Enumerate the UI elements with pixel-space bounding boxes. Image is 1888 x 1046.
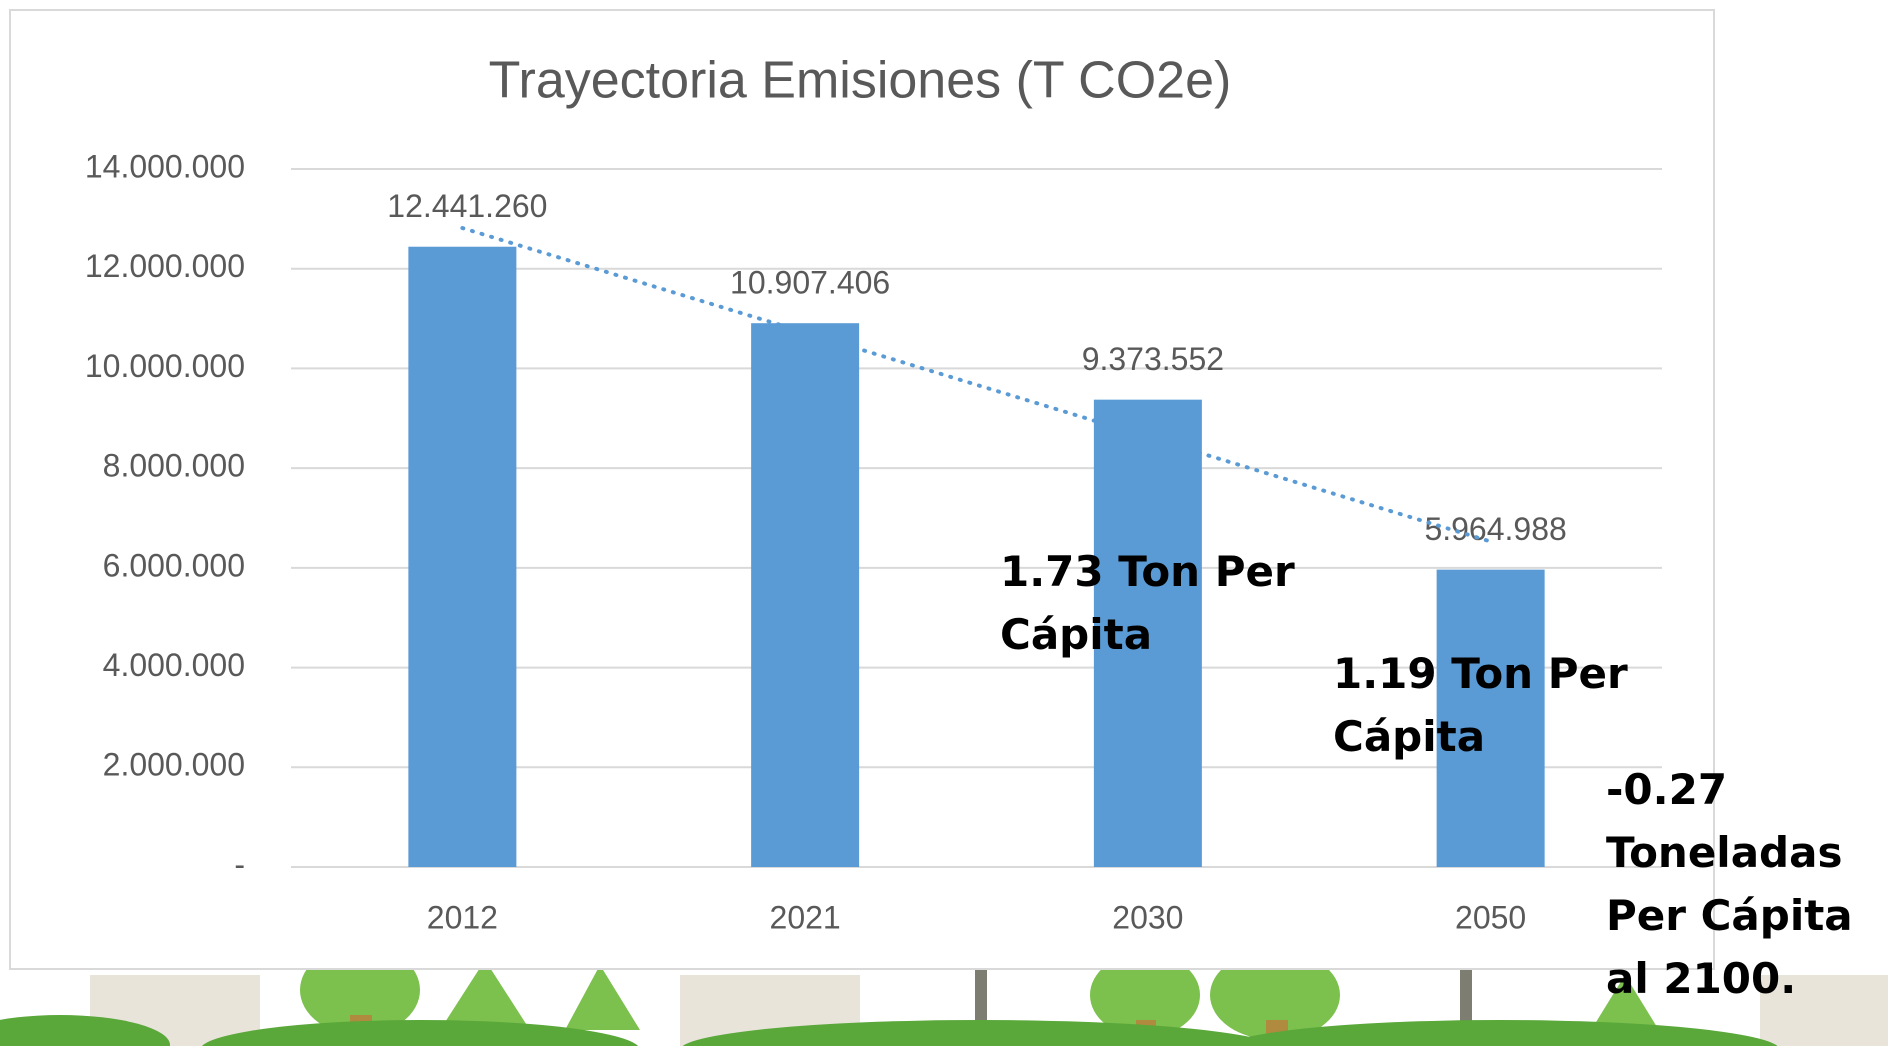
x-tick-label: 2021 — [770, 899, 841, 935]
bar — [1436, 569, 1545, 867]
y-tick-label: 14.000.000 — [85, 148, 245, 184]
bar — [1093, 399, 1202, 867]
bar — [408, 246, 517, 867]
y-tick-label: 4.000.000 — [103, 647, 245, 683]
y-tick-label: 12.000.000 — [85, 248, 245, 284]
x-tick-label: 2030 — [1112, 899, 1183, 935]
y-tick-label: - — [234, 846, 245, 882]
annotation: 1.73 Ton Per Cápita — [1000, 547, 1295, 659]
annotation: 1.19 Ton Per Cápita — [1333, 649, 1628, 761]
y-tick-label: 8.000.000 — [103, 448, 245, 484]
data-label: 10.907.406 — [730, 265, 890, 301]
data-label: 12.441.260 — [387, 188, 547, 224]
annotation: -0.27 Toneladas Per Cápita al 2100. — [1606, 765, 1853, 1003]
x-tick-label: 2012 — [427, 899, 498, 935]
x-tick-label: 2050 — [1455, 899, 1526, 935]
y-tick-label: 10.000.000 — [85, 348, 245, 384]
bar — [751, 323, 860, 868]
scenery — [0, 945, 1888, 1046]
y-tick-label: 6.000.000 — [103, 547, 245, 583]
data-label: 9.373.552 — [1082, 341, 1224, 377]
y-tick-label: 2.000.000 — [103, 747, 245, 783]
trendline — [460, 226, 1493, 544]
chart-title: Trayectoria Emisiones (T CO2e) — [489, 52, 1232, 110]
